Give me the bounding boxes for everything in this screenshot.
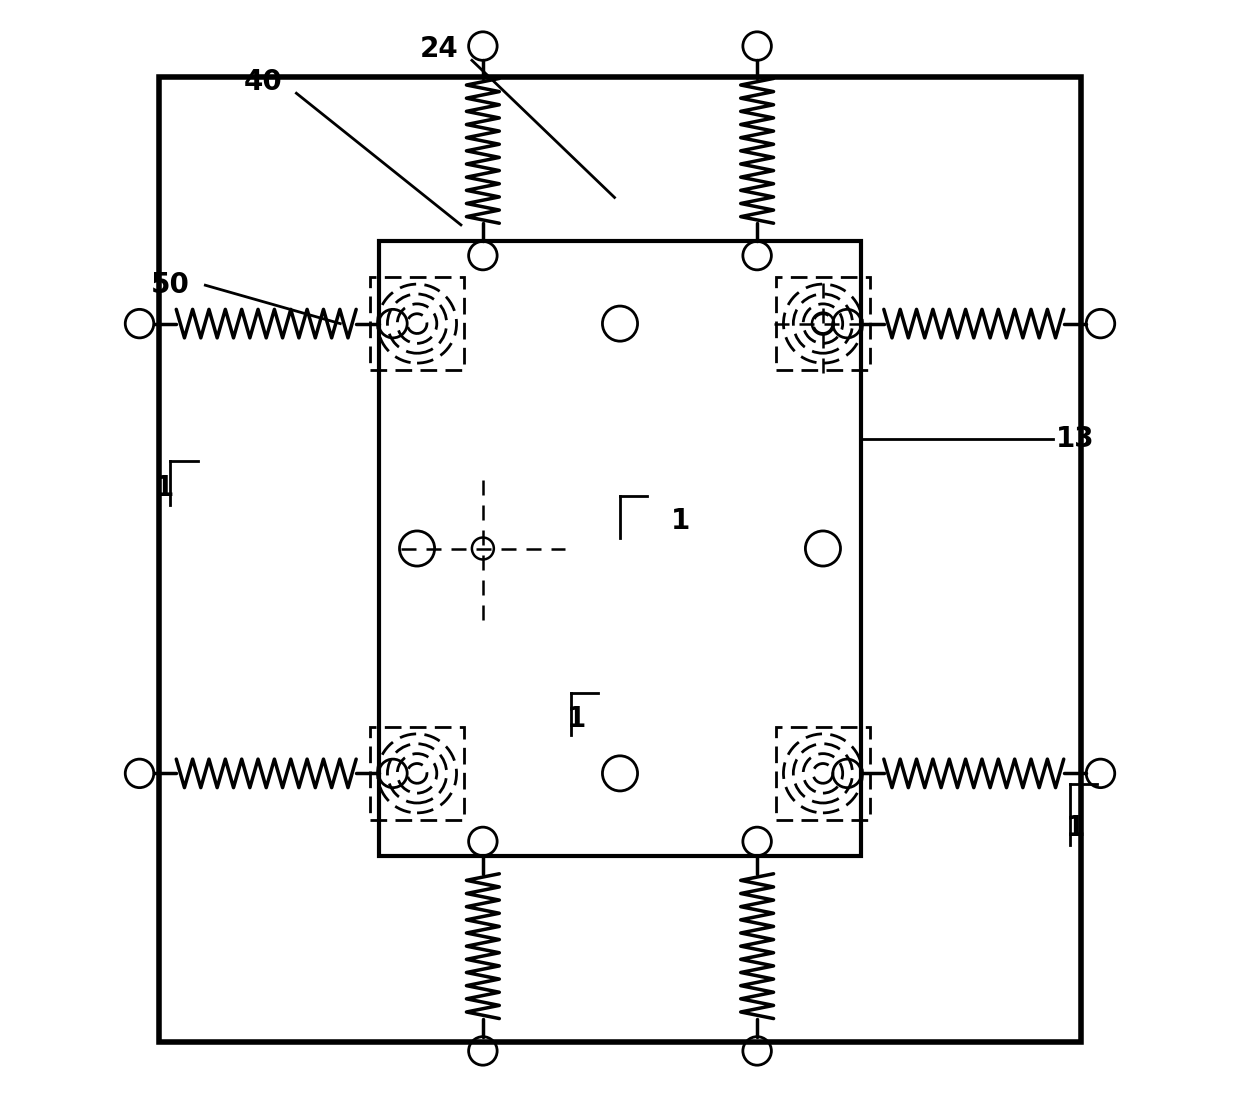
Text: 1: 1 xyxy=(567,704,585,733)
Text: 24: 24 xyxy=(419,35,459,64)
Text: 50: 50 xyxy=(151,271,190,299)
Bar xyxy=(776,726,869,821)
Bar xyxy=(776,278,869,371)
Text: 1: 1 xyxy=(671,507,689,535)
Text: 13: 13 xyxy=(1056,425,1095,453)
Bar xyxy=(159,77,1081,1042)
Bar xyxy=(371,726,464,821)
Text: 40: 40 xyxy=(244,68,283,97)
Text: 1: 1 xyxy=(155,474,175,502)
Text: 1: 1 xyxy=(1065,814,1085,842)
Bar xyxy=(371,278,464,371)
Bar xyxy=(378,241,862,856)
